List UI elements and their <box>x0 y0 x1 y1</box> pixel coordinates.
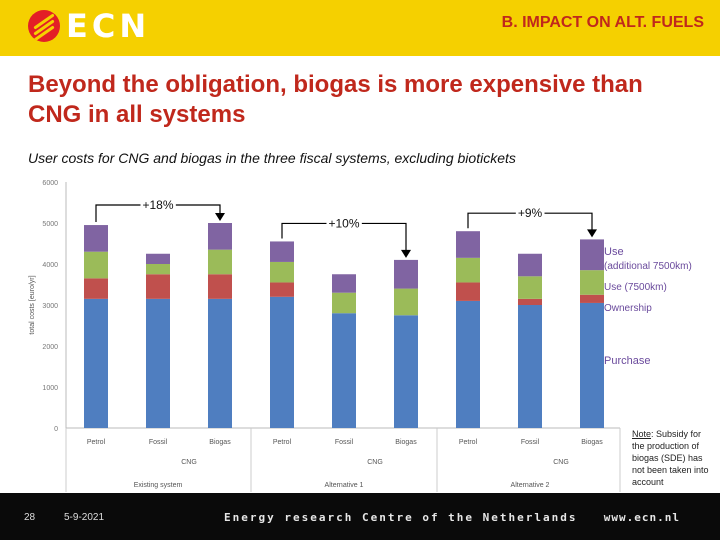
ecn-logo: ECN <box>28 7 151 45</box>
bar-segment <box>270 282 294 297</box>
footer-date: 5-9-2021 <box>64 512 105 523</box>
bar-segment <box>146 274 170 299</box>
annotation-arrowhead <box>401 249 411 258</box>
group-label: CNG <box>553 459 569 466</box>
bar-segment <box>270 296 294 428</box>
legend-use-additional: Use <box>604 246 624 258</box>
bar-segment <box>146 298 170 428</box>
bar-segment <box>518 298 542 305</box>
legend-use: Use (7500km) <box>604 282 667 293</box>
footer-bar: 28 5-9-2021 Energy research Centre of th… <box>0 493 720 540</box>
footer-url: www.ecn.nl <box>603 511 680 524</box>
subsidy-note: Note: Subsidy for the production of biog… <box>632 428 712 488</box>
annotation-label-bg <box>140 197 176 213</box>
bar-segment <box>394 315 418 428</box>
bar-segment <box>580 270 604 295</box>
footer-organization: Energy research Centre of the Netherland… <box>224 511 578 524</box>
bar-segment <box>84 251 108 279</box>
bar-segment <box>146 264 170 275</box>
system-label: Alternative 1 <box>325 482 364 489</box>
legend-purchase: Purchase <box>604 355 650 367</box>
logo-text: ECN <box>66 7 151 45</box>
ecn-logo-mark <box>28 10 60 42</box>
bar-segment <box>518 253 542 277</box>
bar-segment <box>394 259 418 289</box>
bar-segment <box>208 274 232 299</box>
bar-segment <box>580 239 604 271</box>
bar-segment <box>208 298 232 428</box>
annotation-label-bg <box>515 205 545 222</box>
bar-segment <box>332 274 356 293</box>
y-tick-label: 4000 <box>42 262 58 269</box>
bar-segment <box>518 305 542 428</box>
y-tick-label: 1000 <box>42 385 58 392</box>
annotation-arrowhead <box>215 213 225 221</box>
bar-segment <box>580 302 604 428</box>
bar-segment <box>518 276 542 299</box>
bar-segment <box>456 231 480 258</box>
page-number: 28 <box>24 512 36 523</box>
annotation-label: +9% <box>518 206 543 220</box>
annotation-arrowhead <box>587 229 597 238</box>
y-axis-label: total costs [euro/yr] <box>29 275 36 334</box>
system-label: Alternative 2 <box>511 482 550 489</box>
header-bar: ECN B. IMPACT ON ALT. FUELS <box>0 0 720 56</box>
y-tick-label: 0 <box>54 426 58 433</box>
cost-chart: 0 1000 2000 3000 4000 5000 6000 total costs [eu… <box>29 180 692 492</box>
category-label: Petrol <box>87 439 106 446</box>
bar-segment <box>270 261 294 283</box>
bar-segment <box>456 282 480 301</box>
bar-segment <box>580 294 604 303</box>
y-tick-label: 3000 <box>42 303 58 310</box>
bar-segment <box>394 288 418 316</box>
section-label: B. IMPACT ON ALT. FUELS <box>501 14 704 31</box>
category-label: Biogas <box>209 439 231 446</box>
bar-segment <box>456 300 480 428</box>
bar-segment <box>146 253 170 264</box>
category-label: Biogas <box>395 439 417 446</box>
slide-title: Beyond the obligation, biogas is more ex… <box>28 71 643 128</box>
bar-segment <box>332 292 356 314</box>
note-prefix: Note <box>632 429 652 439</box>
bar-segment <box>208 223 232 250</box>
category-label: Fossil <box>521 439 540 446</box>
y-tick-label: 2000 <box>42 344 58 351</box>
system-label: Existing system <box>134 482 183 489</box>
category-label: Biogas <box>581 439 603 446</box>
annotation-label: +10% <box>328 216 359 230</box>
annotation-label: +18% <box>142 198 173 212</box>
slide-subtitle: User costs for CNG and biogas in the thr… <box>28 150 516 166</box>
note-text: : Subsidy for the production of biogas (… <box>632 429 709 487</box>
bar-segment <box>456 257 480 283</box>
bar-segment <box>84 298 108 428</box>
category-label: Fossil <box>149 439 168 446</box>
bar-segment <box>84 225 108 252</box>
category-label: Petrol <box>273 439 292 446</box>
group-label: CNG <box>181 459 197 466</box>
y-tick-label: 6000 <box>42 180 58 187</box>
legend-ownership: Ownership <box>604 303 652 314</box>
y-tick-label: 5000 <box>42 221 58 228</box>
bar-segment <box>270 241 294 262</box>
bar-segment <box>332 313 356 428</box>
bar-segment <box>84 278 108 299</box>
category-label: Fossil <box>335 439 354 446</box>
legend-use-additional-detail: (additional 7500km) <box>604 261 692 272</box>
group-label: CNG <box>367 459 383 466</box>
bar-segment <box>208 249 232 275</box>
annotation-label-bg <box>326 215 362 232</box>
category-label: Petrol <box>459 439 478 446</box>
